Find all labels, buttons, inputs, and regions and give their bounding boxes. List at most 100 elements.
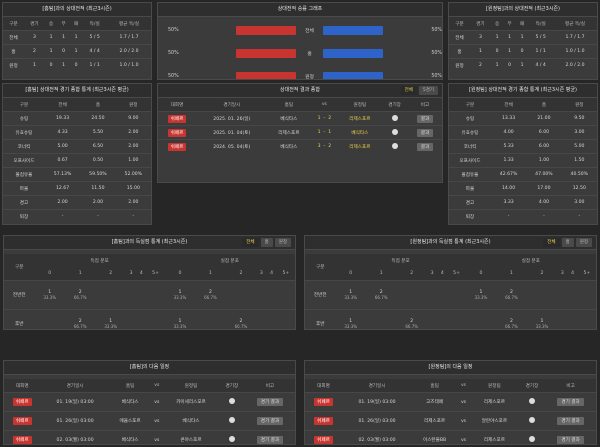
table: 구분 전체 홈 원정 슈팅 13.33 21.00 9.50 유효슈팅 4.00 6.00 3.00 코…	[449, 98, 597, 223]
cell	[146, 309, 165, 329]
cell	[518, 430, 546, 444]
cell: 4 / 4	[82, 44, 108, 59]
home-team: 베식타스	[267, 139, 311, 153]
cell: 0	[57, 44, 70, 59]
tab[interactable]: 5경기	[418, 86, 438, 95]
away-rate-bar	[323, 25, 384, 35]
percent: 66.7%	[505, 324, 518, 329]
stadium-icon	[529, 417, 536, 423]
column-header: 비고	[545, 379, 596, 393]
away-team: 리제스포르	[338, 139, 382, 153]
cell: 6.00	[526, 125, 562, 140]
home-team: 에윱스포르	[109, 411, 151, 431]
panel-title: [홈팀] 상대전적 경기 종합 통계 (최근3시즌 평균)	[25, 87, 129, 93]
league-badge: 쉬페르	[167, 114, 187, 123]
cell: 6.00	[526, 139, 562, 154]
cell: 슈팅	[449, 111, 491, 126]
cell: 홈	[3, 44, 24, 59]
away-rate-label: 50%	[431, 27, 442, 33]
panel-header: 상대전적 승률 그래프	[158, 3, 442, 17]
cell: 14.00	[490, 181, 527, 196]
result-button[interactable]: 결과	[416, 114, 434, 123]
cell	[256, 309, 267, 329]
column-header: 경기장	[381, 98, 409, 112]
result-button[interactable]: 경기 결과	[256, 398, 284, 406]
away-team: 콘야스포르	[163, 430, 219, 444]
cell: 3	[469, 30, 491, 45]
table: 구분 전체 홈 원정 슈팅 19.33 24.50 9.00 유효슈팅 4.33 5.50 2.00 코…	[3, 98, 151, 223]
cell: 3	[23, 30, 45, 45]
stadium-icon	[391, 114, 398, 121]
cell	[34, 309, 65, 329]
cell	[218, 430, 245, 444]
column-header: 전체	[490, 98, 527, 112]
result-button[interactable]: 경기 결과	[557, 398, 584, 406]
home-rate-bar	[235, 48, 296, 58]
cell: 2 66.7%	[396, 309, 427, 329]
count: 1	[178, 290, 182, 295]
cell: 0	[69, 58, 83, 72]
h2h-home-panel: [홈팀]과의 상대전적 (최근3시즌) 구분 경기 승 무 패 득/실 평균 득/실 전체 3 1 1…	[2, 2, 152, 80]
cell: 0	[515, 44, 529, 59]
cell	[526, 280, 558, 310]
bucket: 0	[335, 267, 366, 281]
home-bar-area	[235, 71, 296, 79]
bucket: 1	[365, 267, 397, 281]
cell	[195, 309, 226, 329]
stadium-icon	[228, 436, 235, 442]
graph-row: 50% 전체 50%	[158, 20, 442, 40]
stadium-icon	[391, 142, 398, 149]
cell	[126, 309, 137, 329]
cell: 파울	[3, 181, 45, 196]
row: 볼점유율 42.67% 47.00% 40.50%	[449, 167, 597, 182]
result-button[interactable]: 결과	[416, 142, 434, 151]
column-header: 원정	[115, 98, 151, 112]
table: 대회명 경기일시 홈팀 vs 원정팀 경기장 비고 쉬페르 01. 19(일) 03:00 고즈테…	[305, 379, 596, 444]
panel-header: [원정팀]과의 득실점 통계 (최근3시즌) 전체 홈 원정	[305, 236, 596, 250]
row: 오프사이드 1.33 1.00 1.50	[449, 153, 597, 168]
stats-away-panel: [원정팀] 상대전적 경기 종합 통계 (최근3시즌 평균) 구분 전체 홈 원정 슈팅 1…	[448, 83, 598, 225]
cell	[95, 280, 126, 310]
cell: 경기 결과	[545, 411, 596, 431]
tab[interactable]: 홈	[561, 238, 574, 247]
tab[interactable]: 원정	[274, 238, 291, 247]
column-header: 득/실	[528, 17, 554, 31]
result-button[interactable]: 경기 결과	[256, 436, 284, 444]
away-team: 알란야스포르	[469, 411, 519, 431]
graph-row: 50% 원정 50%	[158, 66, 442, 79]
cell: 1	[503, 30, 516, 45]
result-button[interactable]: 결과	[416, 128, 434, 137]
column-header: 패	[515, 17, 529, 31]
tab[interactable]: 전체	[242, 238, 259, 247]
column-header: 평균 득/실	[553, 17, 597, 31]
result-button[interactable]: 경기 결과	[557, 417, 584, 425]
cell: 21.00	[526, 111, 562, 126]
table: 구분 경기 승 무 패 득/실 평균 득/실 전체 3 1 1 1 5 / 5 1.7 / 1.7 홈 1 0 1…	[449, 17, 597, 72]
cell: 0.67	[44, 153, 81, 168]
bucket: 3	[126, 267, 137, 281]
column-header: 원정팀	[338, 98, 382, 112]
column-header: 대회명	[305, 379, 343, 393]
cell: 결과	[408, 139, 442, 153]
column-header: 홈	[80, 98, 116, 112]
cell: 결과	[408, 125, 442, 140]
cell	[256, 280, 267, 310]
cell: 5.00	[44, 139, 81, 154]
tab[interactable]: 원정	[575, 238, 592, 247]
row-label: 전반전	[4, 280, 35, 310]
cell: 1	[69, 30, 83, 45]
tab[interactable]: 전체	[400, 86, 417, 95]
cell: 4.00	[526, 195, 562, 210]
column-header: 홈팀	[267, 98, 311, 112]
date: 2024. 05. 04(토)	[195, 139, 268, 153]
tab[interactable]: 전체	[543, 238, 560, 247]
percent: 33.3%	[535, 324, 549, 329]
result-button[interactable]: 경기 결과	[557, 436, 584, 444]
tabs: 전체 홈 원정	[242, 238, 291, 247]
result-button[interactable]: 경기 결과	[256, 417, 284, 425]
column-group: 실점 분포	[164, 254, 295, 267]
tab[interactable]: 홈	[260, 238, 273, 247]
row: 쉬페르 2025. 01. 26(일) 베식타스 1-2 리제스포르 결과	[158, 111, 442, 126]
home-team: 고즈테페	[412, 392, 458, 412]
